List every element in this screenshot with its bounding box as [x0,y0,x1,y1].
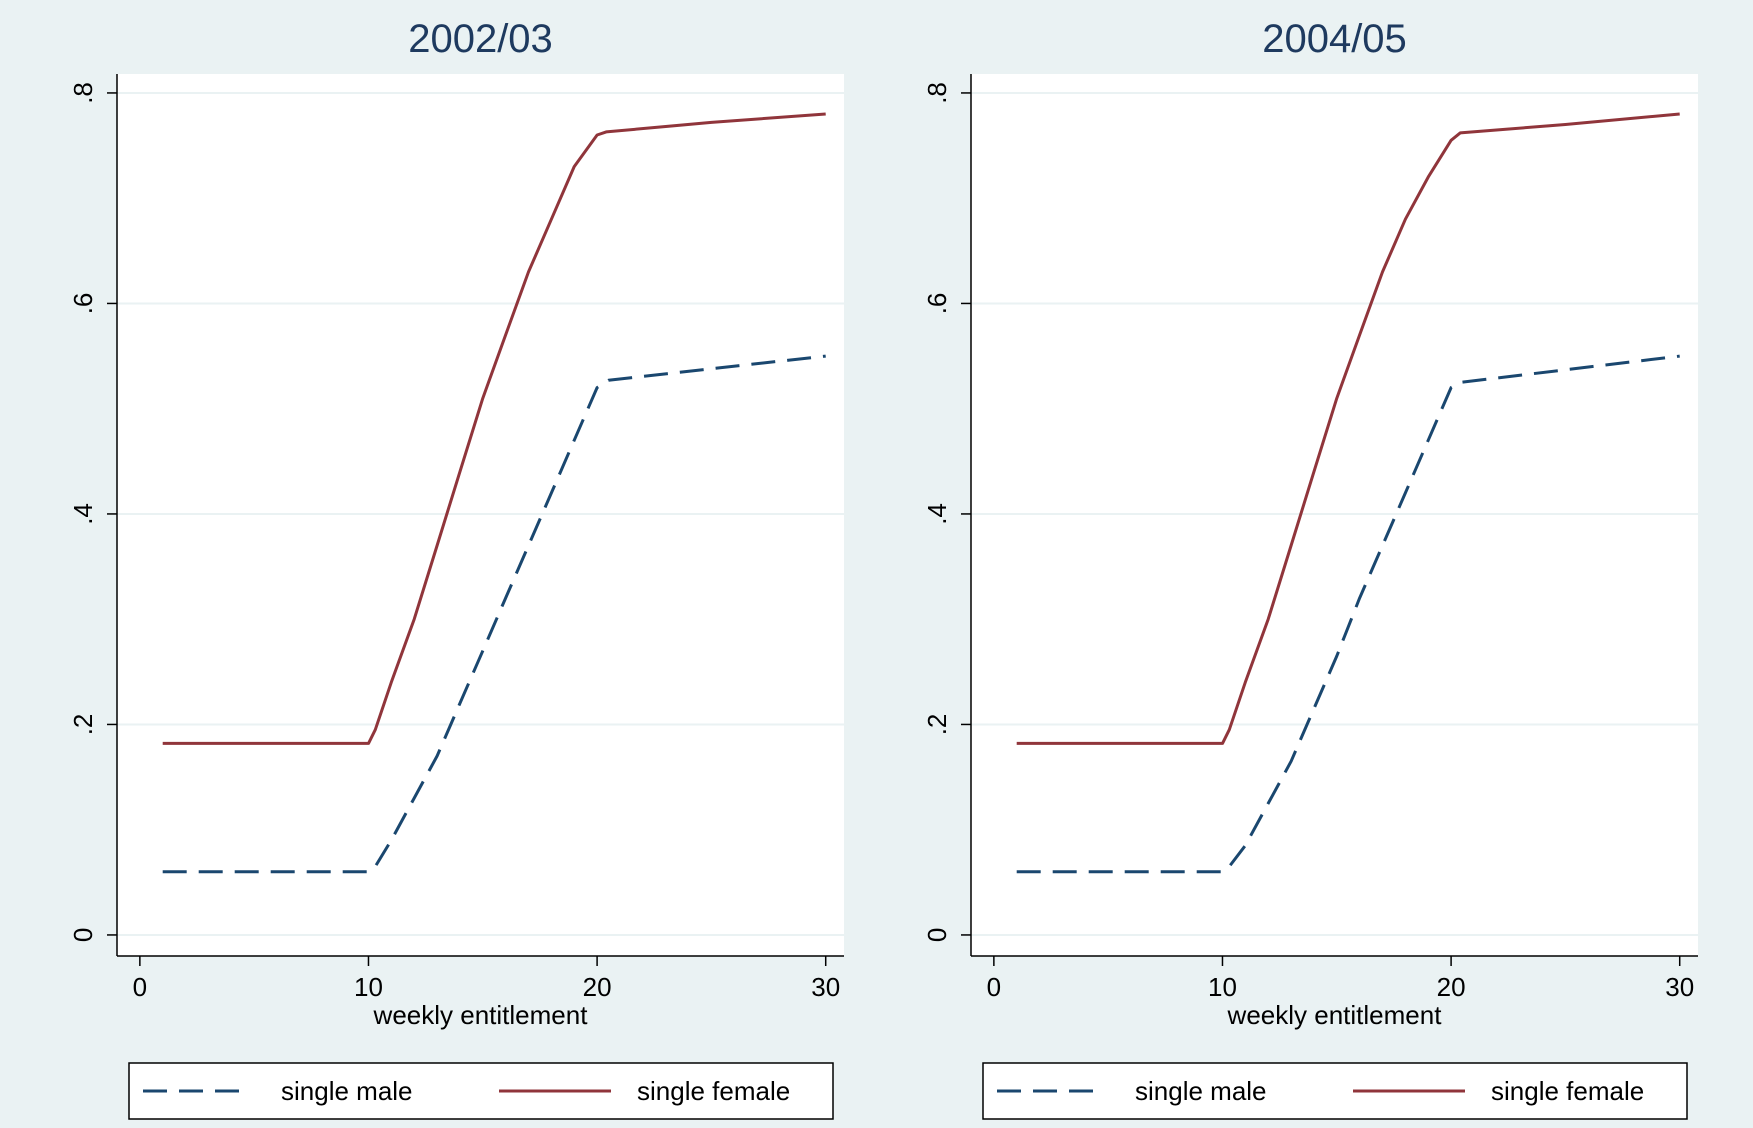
x-axis-label: weekly entitlement [373,1000,589,1030]
y-tick-label: .8 [922,82,952,104]
chart-title: 2002/03 [408,17,553,61]
x-tick-label: 30 [1665,972,1694,1002]
chart-panel-1: 0 .2 .4 .6 .8 0 10 20 30 weekly entitlement 2002/0… [68,17,844,1120]
y-tick-label: 0 [68,928,98,942]
x-tick-label: 20 [1437,972,1466,1002]
series-line-single-female [1016,112,1680,745]
x-tick-label: 0 [133,972,147,1002]
x-tick-label: 10 [354,972,383,1002]
series-line-single-female [162,112,826,745]
y-tick-label: .4 [68,503,98,525]
x-tick-label: 0 [987,972,1001,1002]
legend-label-single-female: single female [637,1076,790,1106]
plot-area [971,74,1698,956]
x-tick-label: 20 [583,972,612,1002]
legend: single male single female [128,1062,834,1120]
series-line-single-male [162,354,826,874]
x-tick-label: 30 [811,972,840,1002]
legend-label-single-male: single male [281,1076,413,1106]
y-tick-label: .6 [922,293,952,315]
chart-panel-2: 0 .2 .4 .6 .8 0 10 20 30 weekly entitlement 2004/0… [922,17,1698,1120]
legend: single male single female [982,1062,1688,1120]
x-tick-label: 10 [1208,972,1237,1002]
y-tick-label: .4 [922,503,952,525]
y-tick-label: .2 [922,714,952,736]
y-tick-label: 0 [922,928,952,942]
chart-title: 2004/05 [1262,17,1407,61]
y-tick-label: .8 [68,82,98,104]
legend-box [128,1062,834,1120]
series-line-single-male [1016,354,1680,874]
plot-area [117,74,844,956]
y-tick-label: .2 [68,714,98,736]
legend-label-single-female: single female [1491,1076,1644,1106]
y-tick-label: .6 [68,293,98,315]
legend-label-single-male: single male [1135,1076,1267,1106]
legend-box [982,1062,1688,1120]
x-axis-label: weekly entitlement [1227,1000,1443,1030]
